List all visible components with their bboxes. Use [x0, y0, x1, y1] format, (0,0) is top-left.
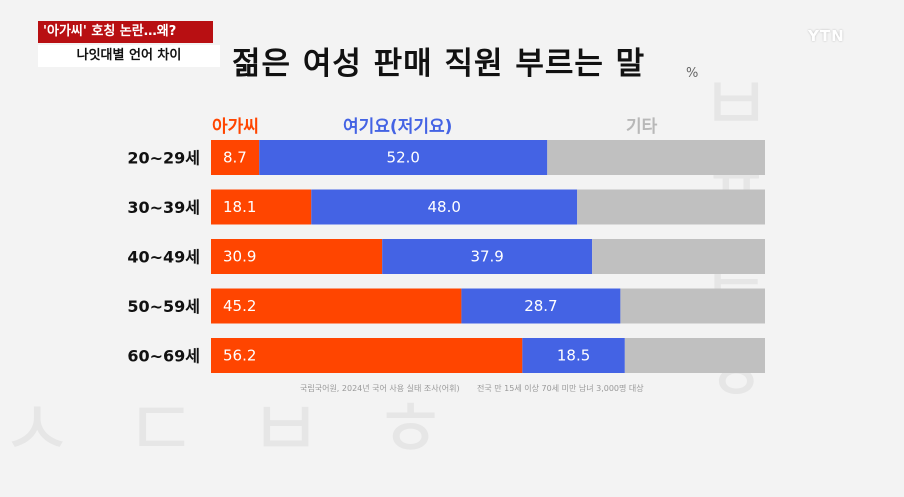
data-label: 18.5 [557, 347, 590, 365]
data-label: 52.0 [387, 149, 420, 167]
unit-label: % [686, 66, 699, 81]
category-label: 30~39세 [127, 198, 200, 217]
category-label: 60~69세 [127, 347, 200, 366]
bar-agassi [211, 239, 383, 274]
bar-gita [620, 288, 765, 324]
chart-title: 젊은 여성 판매 직원 부르는 말 [232, 46, 646, 82]
data-label: 28.7 [524, 297, 557, 315]
broadcaster-logo: YTN [808, 27, 845, 45]
data-label: 37.9 [470, 248, 503, 266]
bar-agassi [211, 140, 260, 175]
legend-gita: 기타 [626, 117, 658, 137]
bar-gita [592, 239, 765, 274]
bar-agassi [211, 189, 312, 225]
data-label: 48.0 [428, 198, 461, 216]
sample-note: 전국 만 15세 이상 70세 미만 남녀 3,000명 대상 [477, 384, 644, 393]
category-label: 20~29세 [127, 149, 200, 168]
bar-yeogiyo [461, 288, 621, 324]
bar-yeogiyo [382, 239, 593, 274]
data-label: 30.9 [223, 248, 256, 266]
category-label: 40~49세 [127, 248, 200, 267]
bar-gita [577, 189, 765, 225]
bar-gita [547, 140, 765, 175]
source-note: 국립국어원, 2024년 국어 사용 실태 조사(어휘) [300, 384, 460, 393]
legend-yeogiyo: 여기요(저기요) [343, 117, 453, 137]
bar-agassi [211, 338, 523, 373]
bar-agassi [211, 288, 462, 324]
bar-gita [624, 338, 765, 373]
subtopic-banner: 나잇대별 언어 차이 [38, 45, 220, 67]
bar-yeogiyo [522, 338, 625, 373]
category-label: 50~59세 [127, 297, 200, 316]
bar-yeogiyo [311, 189, 578, 225]
topic-banner: '아가씨' 호칭 논란…왜? [38, 21, 213, 43]
data-label: 45.2 [223, 297, 256, 315]
legend-agassi: 아가씨 [212, 117, 259, 137]
data-label: 8.7 [223, 149, 247, 167]
data-label: 18.1 [223, 198, 256, 216]
data-label: 56.2 [223, 347, 256, 365]
bar-yeogiyo [259, 140, 548, 175]
